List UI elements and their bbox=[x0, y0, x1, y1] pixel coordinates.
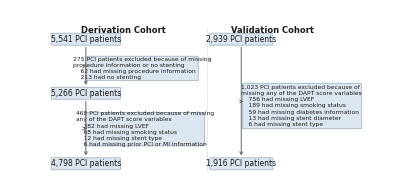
Text: 468 PCI patients excluded because of missing
any of the DAPT score variables
   : 468 PCI patients excluded because of mis… bbox=[76, 111, 214, 147]
FancyBboxPatch shape bbox=[51, 158, 121, 170]
Text: 2,939 PCI patients: 2,939 PCI patients bbox=[206, 35, 276, 44]
Text: 4,798 PCI patients: 4,798 PCI patients bbox=[51, 159, 121, 168]
Text: Validation Cohort: Validation Cohort bbox=[231, 26, 314, 35]
FancyBboxPatch shape bbox=[51, 33, 121, 45]
FancyBboxPatch shape bbox=[210, 158, 273, 170]
Text: 275 PCI patients excluded because of missing
procedure information or no stentin: 275 PCI patients excluded because of mis… bbox=[73, 57, 211, 80]
FancyBboxPatch shape bbox=[51, 87, 121, 99]
FancyBboxPatch shape bbox=[85, 113, 205, 146]
FancyBboxPatch shape bbox=[242, 83, 361, 129]
Text: 1,916 PCI patients: 1,916 PCI patients bbox=[206, 159, 276, 168]
FancyBboxPatch shape bbox=[210, 33, 273, 45]
Text: Derivation Cohort: Derivation Cohort bbox=[81, 26, 166, 35]
Text: 5,541 PCI patients: 5,541 PCI patients bbox=[51, 35, 121, 44]
Text: 5,266 PCI patients: 5,266 PCI patients bbox=[51, 89, 121, 98]
Text: 1,023 PCI patients excluded because of
missing any of the DAPT score variables
 : 1,023 PCI patients excluded because of m… bbox=[241, 85, 362, 127]
FancyBboxPatch shape bbox=[85, 56, 198, 81]
